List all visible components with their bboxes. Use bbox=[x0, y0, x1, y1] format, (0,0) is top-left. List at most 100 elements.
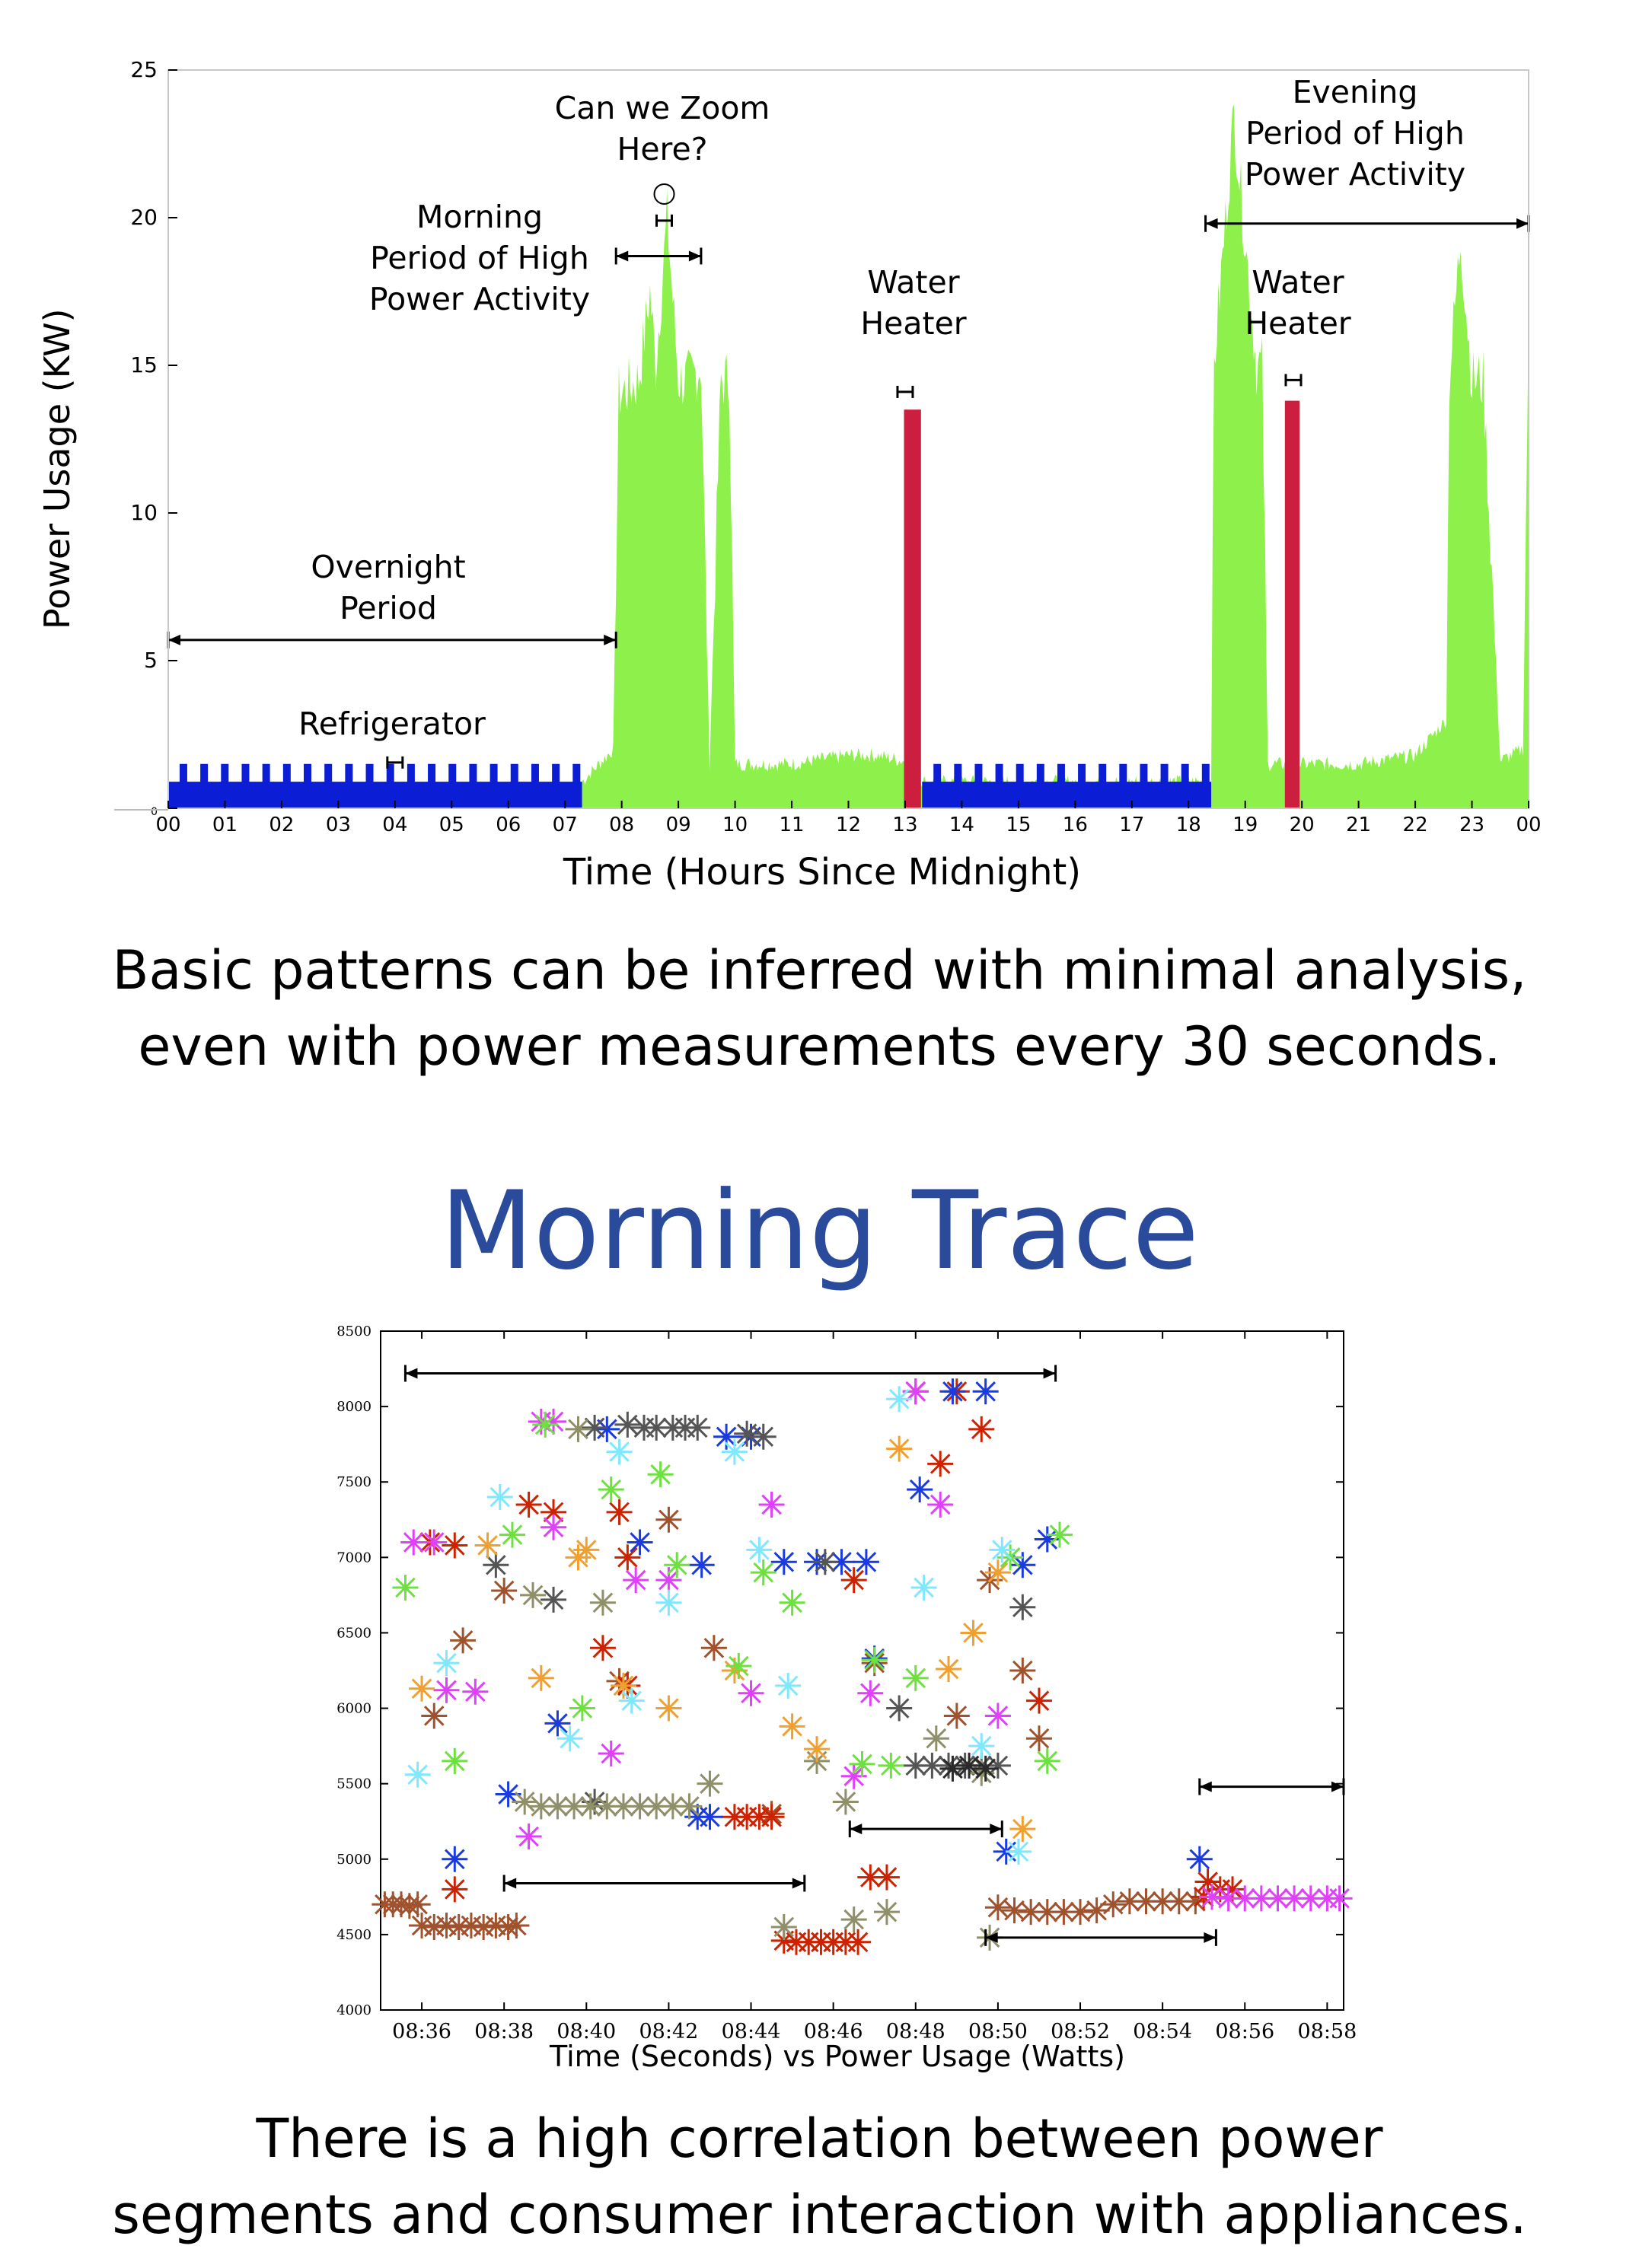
data-point bbox=[1018, 1899, 1044, 1926]
x-tick-label: 08:50 bbox=[968, 2020, 1028, 2043]
y-tick-label: 7000 bbox=[336, 1550, 371, 1566]
annotation-overnight: Overnight Period bbox=[274, 546, 502, 629]
data-point bbox=[520, 1582, 547, 1608]
arrow-head-left bbox=[616, 250, 629, 262]
data-point bbox=[409, 1913, 435, 1938]
data-point bbox=[984, 1752, 1011, 1779]
data-point bbox=[697, 1770, 723, 1797]
annotation-line: Period of High bbox=[370, 240, 589, 276]
data-point bbox=[540, 1499, 567, 1525]
x-tick-label: 08:48 bbox=[886, 2020, 945, 2043]
x-tick-label: 15 bbox=[1006, 814, 1031, 836]
x-tick-label: 08:36 bbox=[392, 2020, 451, 2043]
x-tick-label: 08:56 bbox=[1215, 2020, 1274, 2043]
data-point bbox=[598, 1741, 624, 1767]
x-tick-label: 18 bbox=[1176, 814, 1201, 836]
data-point bbox=[655, 1589, 682, 1616]
data-point bbox=[421, 1529, 448, 1556]
data-point bbox=[1281, 1885, 1308, 1912]
data-point bbox=[400, 1529, 427, 1556]
x-tick-label: 08:58 bbox=[1297, 2020, 1357, 2043]
data-point bbox=[1232, 1885, 1258, 1912]
data-point bbox=[627, 1529, 653, 1556]
data-point bbox=[1009, 1552, 1036, 1578]
water-heater-bar bbox=[1284, 400, 1300, 808]
x-tick-label: 05 bbox=[439, 814, 464, 836]
data-point bbox=[902, 1378, 929, 1405]
arrow-head-right bbox=[1331, 1781, 1344, 1792]
y-tick-label: 6500 bbox=[336, 1625, 371, 1641]
data-point bbox=[984, 1559, 1011, 1586]
data-point bbox=[1001, 1897, 1028, 1924]
data-point bbox=[1005, 1838, 1032, 1865]
data-point bbox=[442, 1876, 468, 1903]
data-point bbox=[676, 1793, 703, 1820]
data-point bbox=[582, 1414, 608, 1441]
data-point bbox=[828, 1549, 855, 1575]
data-point bbox=[515, 1491, 542, 1518]
morning-trace-chart: 4000 4500 5000 5500 6000 6500 7000 7500 8000 8500… bbox=[336, 1324, 1357, 2043]
arrow-head-left bbox=[850, 1824, 863, 1835]
data-point bbox=[540, 1408, 567, 1435]
data-point bbox=[392, 1574, 419, 1601]
data-point bbox=[1009, 1816, 1036, 1843]
data-point bbox=[589, 1589, 616, 1616]
data-point bbox=[1025, 1687, 1052, 1714]
data-point bbox=[886, 1386, 913, 1413]
data-point bbox=[1326, 1885, 1353, 1912]
data-point bbox=[968, 1416, 995, 1442]
data-point bbox=[902, 1664, 929, 1691]
x-tick-label: 20 bbox=[1290, 814, 1315, 836]
data-point bbox=[1034, 1747, 1060, 1774]
section-heading: Morning Trace bbox=[440, 1168, 1199, 1294]
annotation-line: Power Activity bbox=[368, 281, 591, 317]
data-point bbox=[804, 1736, 831, 1763]
y-tick-label: 5 bbox=[144, 648, 158, 673]
annotation-line: Evening bbox=[1292, 74, 1418, 110]
data-point bbox=[495, 1913, 521, 1940]
x-tick-label: 08:44 bbox=[722, 2020, 781, 2043]
data-point bbox=[1025, 1725, 1052, 1752]
y-axis-label: Power Usage (KW) bbox=[37, 308, 78, 629]
caption-bottom: There is a high correlation between powe… bbox=[0, 2101, 1639, 2253]
data-point bbox=[1116, 1888, 1143, 1915]
data-point bbox=[503, 1913, 530, 1938]
x-tick-label: 01 bbox=[212, 814, 238, 836]
caption-top: Basic patterns can be inferred with mini… bbox=[0, 932, 1639, 1085]
data-point bbox=[594, 1793, 620, 1820]
data-point bbox=[618, 1687, 645, 1714]
data-point bbox=[857, 1864, 884, 1891]
data-point bbox=[873, 1864, 900, 1891]
y-tick-label: 0 bbox=[151, 806, 158, 818]
data-point bbox=[721, 1438, 748, 1465]
data-point bbox=[1182, 1888, 1209, 1915]
refrigerator-bracket bbox=[386, 756, 404, 769]
data-point bbox=[943, 1703, 970, 1729]
data-point bbox=[1220, 1876, 1246, 1903]
caption-line: segments and consumer interaction with a… bbox=[112, 2184, 1527, 2246]
data-point bbox=[544, 1793, 571, 1820]
range-arrow bbox=[848, 1820, 1003, 1838]
refrigerator-series bbox=[168, 763, 582, 808]
data-point bbox=[1009, 1658, 1036, 1683]
x-tick-label: 08:54 bbox=[1133, 2020, 1192, 2043]
data-point bbox=[486, 1484, 513, 1511]
data-point bbox=[1083, 1897, 1110, 1924]
data-point bbox=[1215, 1885, 1242, 1912]
data-point bbox=[746, 1537, 773, 1563]
data-point bbox=[936, 1656, 962, 1683]
water-heater-bar bbox=[904, 409, 921, 808]
y-tick-label: 20 bbox=[130, 205, 158, 230]
activity-area bbox=[582, 104, 1529, 808]
y-tick-label: 4500 bbox=[336, 1927, 371, 1943]
arrow-head-left bbox=[504, 1878, 517, 1889]
data-point bbox=[1046, 1521, 1073, 1548]
data-point bbox=[939, 1378, 966, 1405]
data-point bbox=[684, 1414, 711, 1441]
data-point bbox=[956, 1752, 983, 1779]
data-point bbox=[984, 1703, 1011, 1729]
x-tick-label: 11 bbox=[779, 814, 804, 836]
data-point bbox=[1034, 1899, 1060, 1926]
annotation-line: Morning bbox=[416, 199, 543, 235]
data-point bbox=[610, 1793, 636, 1820]
